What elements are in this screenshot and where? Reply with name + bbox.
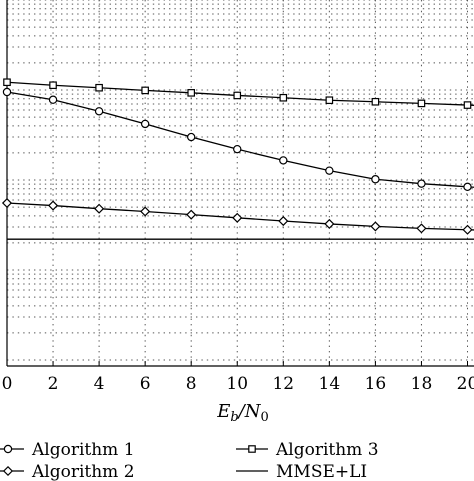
grid-layer [7,0,474,366]
legend-label: Algorithm 2 [31,462,135,481]
data-point-algorithm-2 [140,206,151,217]
data-point-algorithm-1 [94,107,104,116]
series-algorithm-1 [2,87,474,192]
x-tick-label: 4 [94,374,105,394]
data-point-algorithm-1 [233,144,242,154]
legend-item-mmse-li: MMSE+LI [236,462,367,481]
legend-label: MMSE+LI [276,462,367,481]
data-point-algorithm-3 [49,81,57,90]
data-point-algorithm-1 [186,132,196,142]
legend-marker [248,445,256,453]
series-line-algorithm-3 [6,81,474,106]
data-point-algorithm-2 [370,221,381,232]
series-line-algorithm-1 [6,91,474,188]
legend-item-algorithm-1: Algorithm 1 [0,440,135,460]
data-point-algorithm-2 [48,200,59,211]
data-point-algorithm-3 [325,96,334,105]
data-point-algorithm-2 [416,223,427,234]
data-point-algorithm-1 [463,182,472,192]
data-point-algorithm-1 [371,175,380,184]
data-point-algorithm-2 [94,203,105,214]
series-layer [1,78,474,240]
series-algorithm-3 [3,78,474,109]
x-tick-label: 0 [2,374,13,394]
data-point-algorithm-3 [279,93,288,102]
tick-layer: 0 2 4 6 8 10 12 14 16 18 20 [2,361,474,394]
x-tick-label: 10 [226,374,248,394]
data-point-algorithm-3 [141,86,149,95]
data-point-algorithm-2 [462,224,473,235]
axis-layer [6,0,474,367]
data-point-algorithm-1 [417,179,426,188]
x-axis-label-main: E [216,401,230,422]
x-tick-label: 8 [186,374,197,394]
x-tick-label: 2 [48,374,59,394]
data-point-algorithm-3 [95,83,103,92]
data-point-algorithm-2 [278,215,289,227]
x-tick-label: 12 [272,374,294,394]
data-point-algorithm-3 [371,97,380,106]
x-axis-label-sep: /N [237,401,262,422]
series-algorithm-2 [1,197,474,235]
data-point-algorithm-1 [279,156,288,165]
data-point-algorithm-2 [1,197,13,209]
x-axis-label: Eb/N0 [216,401,269,425]
x-tick-label: 20 [457,374,474,394]
data-point-algorithm-1 [140,119,150,129]
legend: Algorithm 1 Algorithm 3 Algorithm 2 MMSE+LI [0,440,379,481]
series-line-algorithm-2 [6,202,474,231]
data-point-algorithm-2 [186,209,197,220]
data-point-algorithm-3 [463,101,472,109]
x-tick-label: 6 [140,374,151,394]
legend-marker [2,465,14,477]
x-tick-label: 16 [365,374,387,394]
x-tick-label: 18 [411,374,433,394]
legend-label: Algorithm 1 [31,440,135,460]
x-tick-label: 14 [319,374,341,394]
x-axis-label-sub: b [230,410,238,425]
data-point-algorithm-3 [187,89,196,97]
data-point-algorithm-3 [417,99,426,108]
data-point-algorithm-3 [233,91,242,100]
data-point-algorithm-2 [232,212,243,223]
data-point-algorithm-1 [48,95,58,104]
legend-item-algorithm-3: Algorithm 3 [236,440,379,460]
x-axis-label-sub2: 0 [261,410,269,425]
data-point-algorithm-1 [2,87,12,97]
legend-item-algorithm-2: Algorithm 2 [0,462,135,481]
legend-label: Algorithm 3 [275,440,379,460]
data-point-algorithm-2 [324,218,335,229]
legend-marker [3,444,13,454]
data-point-algorithm-3 [3,78,11,87]
data-point-algorithm-1 [325,166,334,175]
